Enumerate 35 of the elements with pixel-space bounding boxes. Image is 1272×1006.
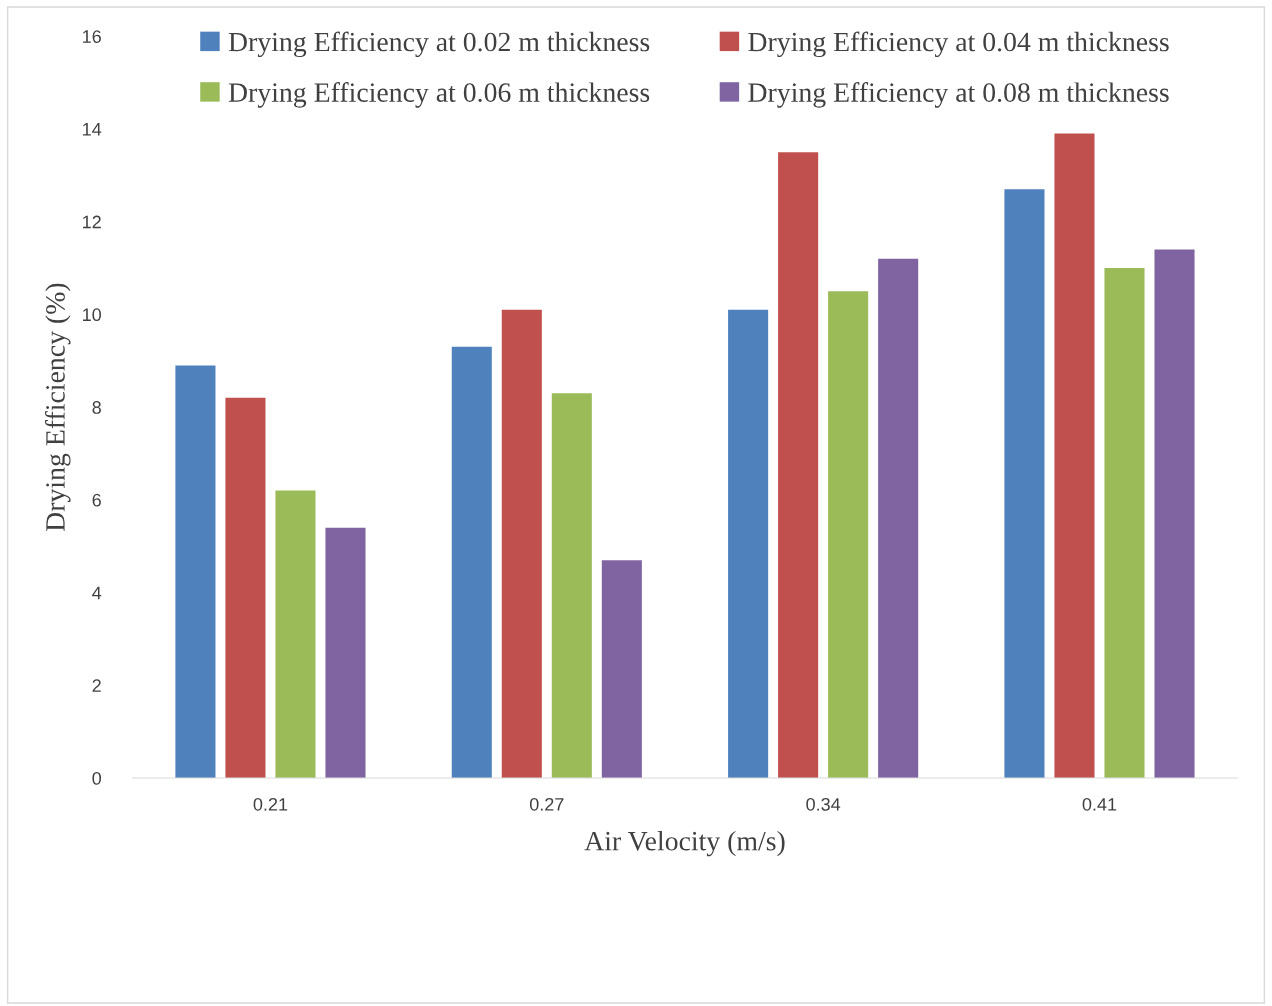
bar [878,258,919,779]
bar [451,346,492,779]
y-tick-label: 8 [92,401,101,414]
bar [325,527,366,779]
bar [1154,249,1195,779]
x-tick-label: 0.21 [253,797,288,811]
bar [551,393,592,779]
y-axis-title: Drying Efficiency (%) [44,283,71,532]
bar [828,291,869,779]
y-tick-label: 2 [92,679,101,692]
x-tick-label: 0.27 [529,797,564,811]
y-tick-label: 10 [83,308,102,322]
legend-label: Drying Efficiency at 0.08 m thickness [748,82,1169,108]
bar [501,309,542,779]
x-axis-title: Air Velocity (m/s) [584,830,785,857]
y-tick-label: 6 [92,493,101,507]
bar [175,365,216,779]
bar [275,490,316,779]
bar [225,397,266,779]
bar [1054,133,1095,779]
legend-label: Drying Efficiency at 0.06 m thickness [228,82,650,108]
y-tick-label: 12 [83,215,101,229]
bar [778,152,819,779]
y-tick-label: 16 [83,30,101,43]
bar [1104,268,1145,779]
y-tick-label: 0 [92,771,102,785]
x-tick-label: 0.41 [1082,797,1117,811]
y-tick-label: 4 [92,586,102,600]
legend-label: Drying Efficiency at 0.02 m thickness [228,31,650,58]
bar [728,309,769,779]
legend-label: Drying Efficiency at 0.04 m thickness [748,31,1169,58]
bar [1004,189,1045,779]
y-tick-label: 14 [83,123,102,136]
x-tick-label: 0.34 [806,797,841,811]
bar [601,560,642,779]
